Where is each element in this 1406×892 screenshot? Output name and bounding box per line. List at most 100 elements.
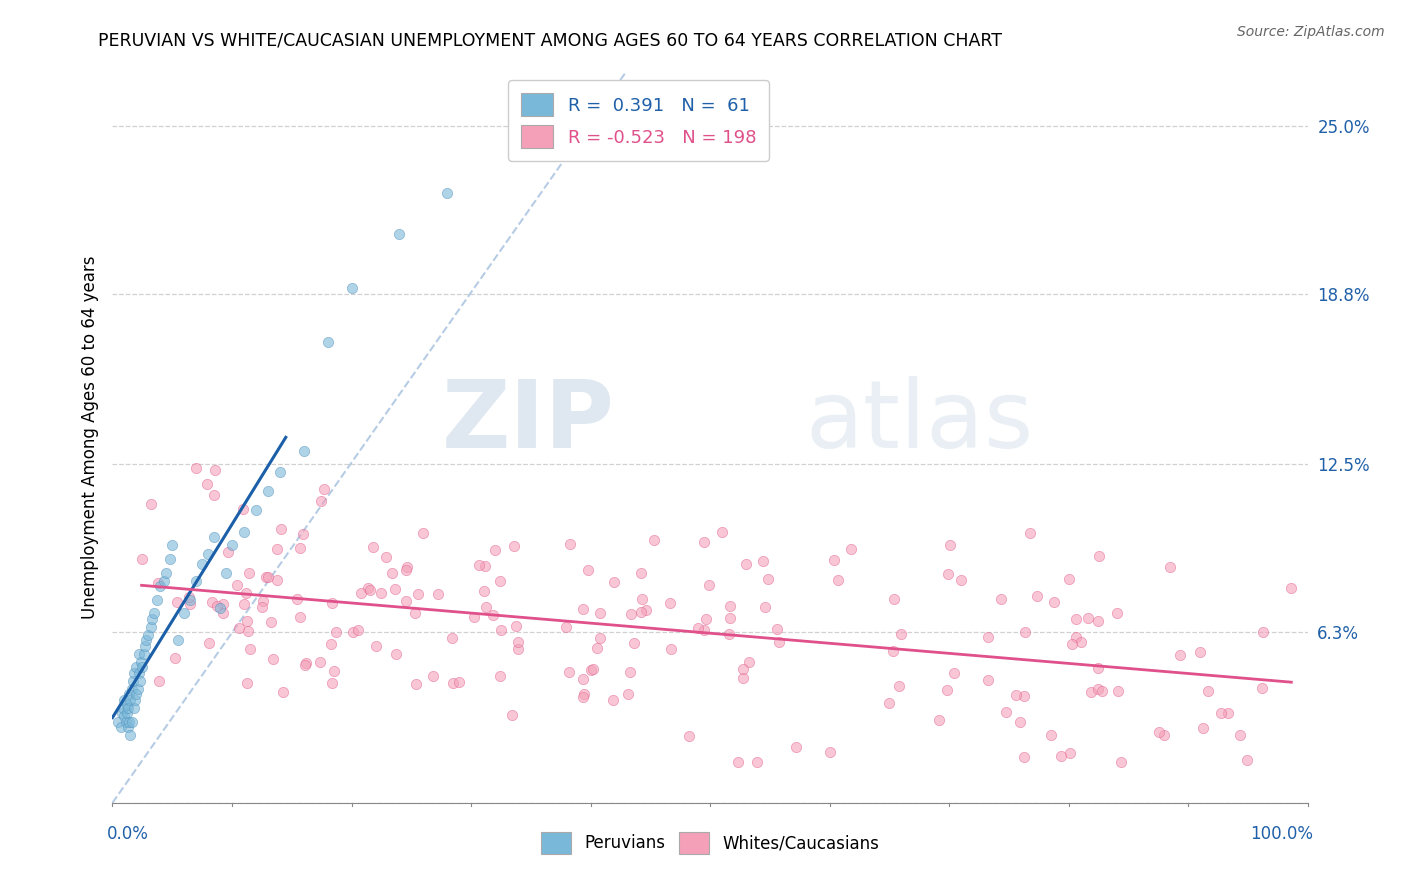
Point [1229,728,1251,742]
Point [574,687,596,701]
Point [1012,750,1035,764]
Point [617,687,640,701]
Point [270,522,292,536]
Point [718,611,741,625]
Point [271,685,294,699]
Point [114,709,135,723]
Point [396,560,419,574]
Point [643,533,665,547]
Point [436,186,458,201]
Point [114,693,135,707]
Point [131,660,153,674]
Point [695,612,717,626]
Point [602,693,624,707]
Text: PERUVIAN VS WHITE/CAUCASIAN UNEMPLOYMENT AMONG AGES 60 TO 64 YEARS CORRELATION C: PERUVIAN VS WHITE/CAUCASIAN UNEMPLOYMENT… [98,31,1002,49]
Point [309,494,332,508]
Point [350,586,373,600]
Point [1189,645,1212,659]
Point [768,634,790,648]
Point [710,525,733,540]
Point [990,592,1012,607]
Point [489,669,512,683]
Point [579,663,602,677]
Point [110,720,132,734]
Point [357,581,380,595]
Point [153,574,176,588]
Point [1153,728,1175,742]
Point [1087,681,1109,696]
Point [202,530,225,544]
Point [745,755,768,769]
Point [1070,635,1092,649]
Point [131,551,153,566]
Point [1025,589,1047,603]
Point [484,543,506,558]
Point [128,647,150,661]
Point [260,615,283,629]
Point [1039,728,1062,742]
Point [232,502,254,516]
Point [1170,648,1192,662]
Point [766,622,789,636]
Point [186,574,208,588]
Point [717,627,740,641]
Point [179,590,201,604]
Point [359,582,381,597]
Point [1014,625,1036,640]
Point [472,584,495,599]
Point [375,550,398,565]
Point [395,563,418,577]
Point [163,651,186,665]
Point [167,633,190,648]
Point [118,714,141,729]
Point [488,574,510,588]
Point [1159,560,1181,574]
Point [287,592,309,607]
Point [1091,684,1114,698]
Point [441,675,464,690]
Point [107,714,129,729]
Point [115,698,138,713]
Point [1014,689,1036,703]
Legend: Peruvians, Whites/Caucasians: Peruvians, Whites/Caucasians [534,826,886,860]
Point [406,587,429,601]
Point [118,688,141,702]
Point [186,461,208,475]
Point [217,545,239,559]
Point [501,707,523,722]
Point [412,526,434,541]
Point [733,662,755,676]
Point [1087,614,1109,628]
Text: atlas: atlas [806,376,1033,468]
Point [928,713,950,727]
Point [1107,684,1129,698]
Point [404,606,426,620]
Point [1218,706,1240,721]
Point [890,627,912,641]
Point [212,597,235,611]
Point [887,679,910,693]
Point [364,639,387,653]
Point [252,600,274,615]
Point [1080,685,1102,699]
Point [489,623,512,637]
Point [1087,661,1109,675]
Point [179,597,201,611]
Point [292,527,315,541]
Point [449,675,471,690]
Point [129,673,152,688]
Point [155,566,177,580]
Point [506,642,529,657]
Point [321,596,343,610]
Point [738,655,761,669]
Point [468,558,491,573]
Point [589,631,612,645]
Point [162,538,183,552]
Point [233,524,256,539]
Point [325,625,347,640]
Point [818,745,841,759]
Point [340,281,363,295]
Point [257,484,280,499]
Point [120,728,142,742]
Text: 0.0%: 0.0% [107,825,149,843]
